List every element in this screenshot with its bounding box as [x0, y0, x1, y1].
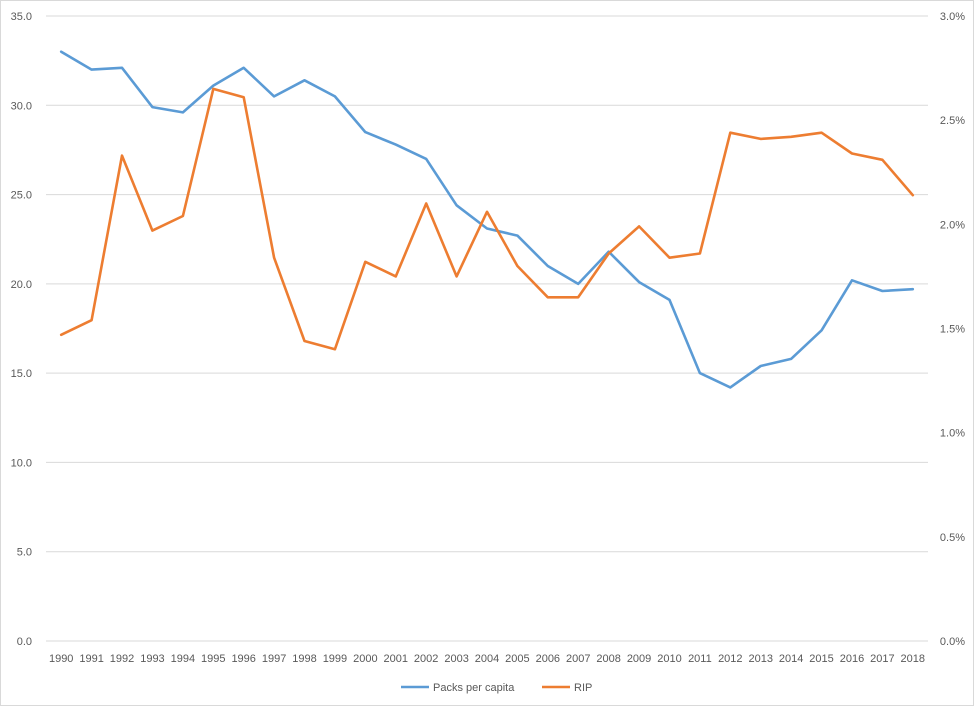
left-tick-label: 10.0 — [11, 457, 32, 469]
left-tick-label: 30.0 — [11, 100, 32, 112]
x-tick-label: 2006 — [536, 653, 560, 665]
x-tick-label: 1997 — [262, 653, 286, 665]
x-tick-label: 2014 — [779, 653, 803, 665]
legend-label: Packs per capita — [433, 682, 515, 694]
series-line-rip — [59, 87, 915, 351]
x-tick-label: 1998 — [292, 653, 316, 665]
right-tick-label: 2.5% — [940, 115, 965, 127]
x-tick-label: 2016 — [840, 653, 864, 665]
x-tick-label: 2009 — [627, 653, 651, 665]
left-tick-label: 5.0 — [17, 547, 32, 559]
x-tick-label: 2004 — [475, 653, 499, 665]
x-tick-label: 1996 — [231, 653, 255, 665]
x-tick-label: 1999 — [323, 653, 347, 665]
x-tick-label: 2018 — [901, 653, 925, 665]
x-tick-label: 1991 — [79, 653, 103, 665]
x-tick-label: 2007 — [566, 653, 590, 665]
right-tick-label: 0.5% — [940, 532, 965, 544]
legend: Packs per capita RIP — [401, 682, 592, 694]
left-tick-label: 20.0 — [11, 279, 32, 291]
x-tick-label: 1994 — [171, 653, 195, 665]
x-axis-ticks: 1990 1991 1992 1993 1994 1995 1996 1997 1998 1999… — [49, 653, 925, 665]
x-tick-label: 2012 — [718, 653, 742, 665]
x-tick-label: 2001 — [384, 653, 408, 665]
x-tick-label: 2008 — [596, 653, 620, 665]
x-tick-label: 1993 — [140, 653, 164, 665]
x-tick-label: 1990 — [49, 653, 73, 665]
x-tick-label: 2013 — [748, 653, 772, 665]
right-tick-label: 3.0% — [940, 11, 965, 23]
x-tick-label: 2005 — [505, 653, 529, 665]
left-tick-label: 35.0 — [11, 11, 32, 23]
x-tick-label: 2000 — [353, 653, 377, 665]
left-tick-label: 25.0 — [11, 190, 32, 202]
series-lines — [59, 50, 915, 389]
right-tick-label: 1.5% — [940, 324, 965, 336]
x-tick-label: 1992 — [110, 653, 134, 665]
right-tick-label: 0.0% — [940, 636, 965, 648]
x-tick-label: 2015 — [809, 653, 833, 665]
left-tick-label: 0.0 — [17, 636, 32, 648]
gridlines — [46, 15, 928, 642]
x-tick-label: 2010 — [657, 653, 681, 665]
x-tick-label: 2002 — [414, 653, 438, 665]
right-tick-label: 1.0% — [940, 428, 965, 440]
series-line-packs-per-capita — [59, 50, 915, 389]
x-tick-label: 1995 — [201, 653, 225, 665]
left-tick-label: 15.0 — [11, 368, 32, 380]
x-tick-label: 2011 — [688, 653, 712, 665]
right-axis-ticks: 0.0% 0.5% 1.0% 1.5% 2.0% 2.5% 3.0% — [940, 11, 965, 648]
left-axis-ticks: 0.0 5.0 10.0 15.0 20.0 25.0 30.0 35.0 — [11, 11, 32, 648]
legend-label: RIP — [574, 682, 592, 694]
right-tick-label: 2.0% — [940, 219, 965, 231]
x-tick-label: 2003 — [444, 653, 468, 665]
x-tick-label: 2017 — [870, 653, 894, 665]
